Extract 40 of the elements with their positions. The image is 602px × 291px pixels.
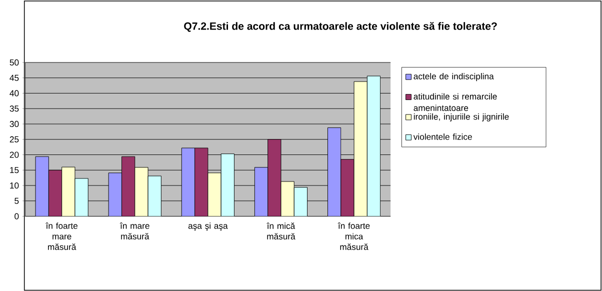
bar	[280, 181, 294, 216]
x-tick-label: aşa şi aşa	[188, 222, 228, 230]
x-tick-label: în foarte mica măsură	[338, 222, 370, 250]
x-tick-label: în mare măsură	[120, 222, 150, 240]
y-tick-label: 0	[14, 213, 19, 220]
y-tick-label: 10	[10, 182, 19, 188]
bar	[121, 156, 136, 216]
bar	[181, 148, 196, 216]
legend-label: ironiile, injuriile si jignirile	[414, 113, 509, 122]
bar	[48, 170, 62, 216]
bar	[340, 159, 354, 216]
bar	[35, 156, 49, 216]
legend-label: actele de indisciplina	[414, 72, 494, 81]
bar	[268, 139, 282, 216]
y-tick-label: 30	[10, 120, 19, 127]
bar	[294, 187, 308, 216]
chart-title: Q7.2.Esti de acord ca urmatoarele acte violente să fie tolerate?	[184, 22, 497, 32]
bar	[108, 172, 122, 216]
bar	[74, 178, 88, 216]
bar	[194, 148, 208, 216]
bar	[220, 153, 234, 216]
y-tick-label: 15	[10, 167, 19, 174]
y-tick-label: 45	[10, 74, 19, 81]
y-tick-label: 5	[14, 198, 19, 204]
bar	[208, 172, 222, 216]
x-tick-label: în foarte mare măsură	[46, 222, 78, 250]
bar	[366, 76, 381, 216]
bar	[148, 176, 162, 216]
bar	[62, 166, 76, 216]
y-tick-label: 40	[10, 90, 19, 96]
y-tick-label: 50	[10, 59, 19, 66]
y-tick-label: 25	[10, 136, 19, 142]
bar	[134, 167, 148, 216]
y-tick-label: 20	[10, 152, 19, 158]
y-tick-label: 35	[10, 105, 19, 112]
legend-label: violentele fizice	[413, 133, 472, 140]
x-tick-label: în mică măsură	[266, 222, 296, 240]
bar	[327, 127, 342, 216]
bar	[254, 167, 268, 216]
bar	[354, 81, 368, 216]
